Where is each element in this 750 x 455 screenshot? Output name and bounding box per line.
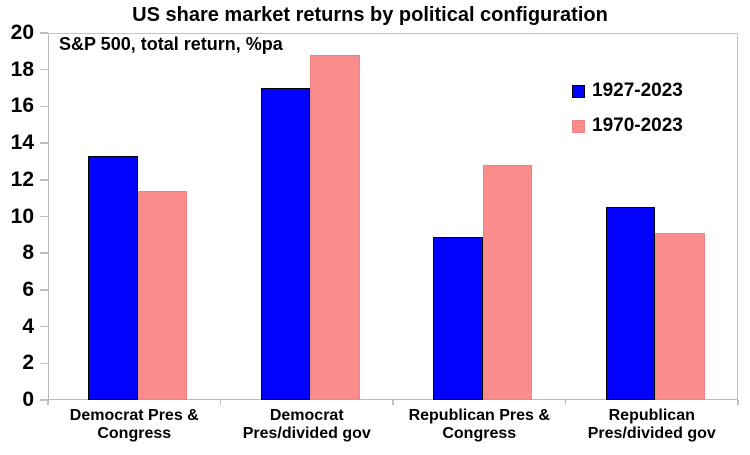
x-axis-tick	[392, 400, 394, 405]
bar-1927-2023-category-2	[433, 236, 483, 400]
legend-swatch-1927-2023	[572, 84, 585, 98]
y-axis-tick-label: 20	[10, 21, 34, 44]
y-axis-tick	[40, 32, 48, 34]
y-axis-tick	[40, 252, 48, 254]
y-axis-tick-label: 4	[22, 314, 34, 338]
legend-swatch-1970-2023	[572, 119, 585, 133]
y-axis-tick	[40, 68, 48, 71]
x-axis-category-label: Democrat Pres/divided gov	[242, 407, 371, 442]
legend-label: 1927-2023	[592, 80, 683, 101]
bar-1927-2023-category-1	[260, 88, 310, 400]
x-axis-tick	[47, 400, 49, 405]
y-axis-tick	[40, 289, 48, 291]
y-axis-tick-label: 6	[22, 277, 34, 301]
y-axis-tick-label: 10	[10, 204, 34, 228]
legend-item: 1927-2023	[572, 78, 683, 104]
y-axis-tick-label: 16	[10, 94, 34, 118]
bar-1970-2023-category-0	[137, 190, 187, 400]
y-axis-tick	[40, 179, 48, 181]
bar-1970-2023-category-3	[655, 233, 705, 400]
y-axis-tick	[40, 215, 48, 218]
y-axis-tick-label: 8	[22, 241, 34, 265]
y-axis-tick	[40, 362, 48, 365]
bar-1970-2023-category-1	[310, 55, 360, 400]
chart-subtitle: S&P 500, total return, %pa	[59, 34, 283, 54]
legend-label: 1970-2023	[592, 115, 683, 136]
x-axis-tick	[737, 400, 739, 405]
y-axis-tick-label: 0	[22, 388, 34, 411]
y-axis-tick	[40, 399, 48, 401]
bar-1927-2023-category-0	[88, 155, 138, 400]
x-axis-category-label: Democrat Pres & Congress	[69, 407, 199, 442]
y-axis-tick-label: 18	[10, 57, 34, 81]
x-axis-category-label: Republican Pres/divided gov	[587, 407, 716, 442]
legend: 1927-2023 1970-2023	[572, 78, 683, 148]
bar-1927-2023-category-3	[605, 207, 655, 400]
x-axis-tick	[219, 400, 222, 405]
y-axis-tick-label: 2	[22, 351, 34, 375]
y-axis-tick-label: 14	[10, 131, 34, 155]
x-axis-tick	[564, 400, 567, 405]
x-axis-category-label: Republican Pres & Congress	[408, 407, 550, 442]
y-axis-tick-label: 12	[10, 167, 34, 191]
y-axis-tick	[40, 325, 48, 328]
legend-item: 1970-2023	[572, 113, 683, 139]
chart-title: US share market returns by political con…	[132, 4, 608, 26]
bar-1970-2023-category-2	[482, 165, 532, 400]
y-axis-tick	[40, 105, 48, 108]
y-axis-tick	[40, 142, 48, 144]
